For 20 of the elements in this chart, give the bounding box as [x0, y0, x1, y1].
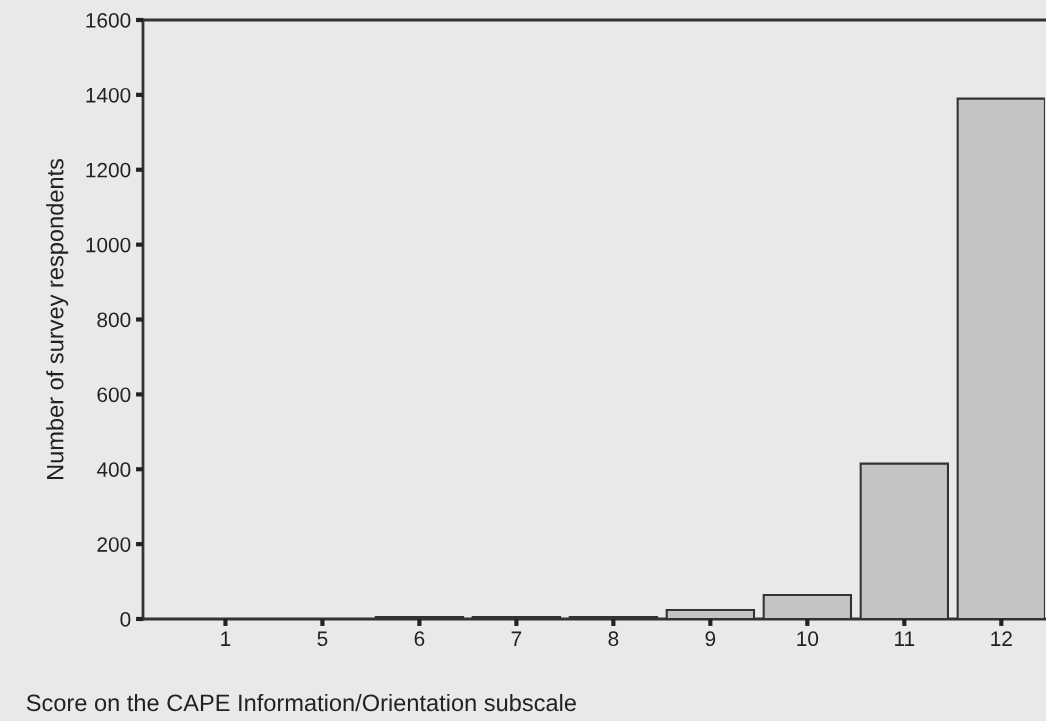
- x-tick-label: 6: [414, 631, 425, 647]
- x-tick-label: 10: [797, 631, 819, 647]
- x-axis-title: Score on the CAPE Information/Orientation subscale: [26, 693, 576, 712]
- x-tick-label: 1: [221, 631, 231, 646]
- y-tick-label: 1600: [86, 13, 131, 28]
- y-tick-label: 0: [120, 612, 131, 627]
- y-tick-label: 1200: [86, 162, 131, 178]
- y-tick-label: 600: [97, 387, 131, 403]
- y-tick-label: 1400: [86, 87, 131, 103]
- x-tick-label: 5: [317, 631, 328, 647]
- x-tick-label: 8: [608, 631, 619, 647]
- y-tick-label: 400: [96, 462, 131, 477]
- y-axis-title: Number of survey respondents: [46, 158, 69, 479]
- x-tick-label: 9: [705, 631, 716, 647]
- y-tick-label: 1000: [86, 237, 131, 253]
- x-tick-label: 12: [991, 631, 1012, 646]
- y-tick-label: 200: [97, 537, 131, 552]
- x-tick-label: 11: [895, 631, 915, 646]
- x-tick-label: 7: [511, 631, 522, 646]
- y-tick-label: 800: [97, 312, 131, 328]
